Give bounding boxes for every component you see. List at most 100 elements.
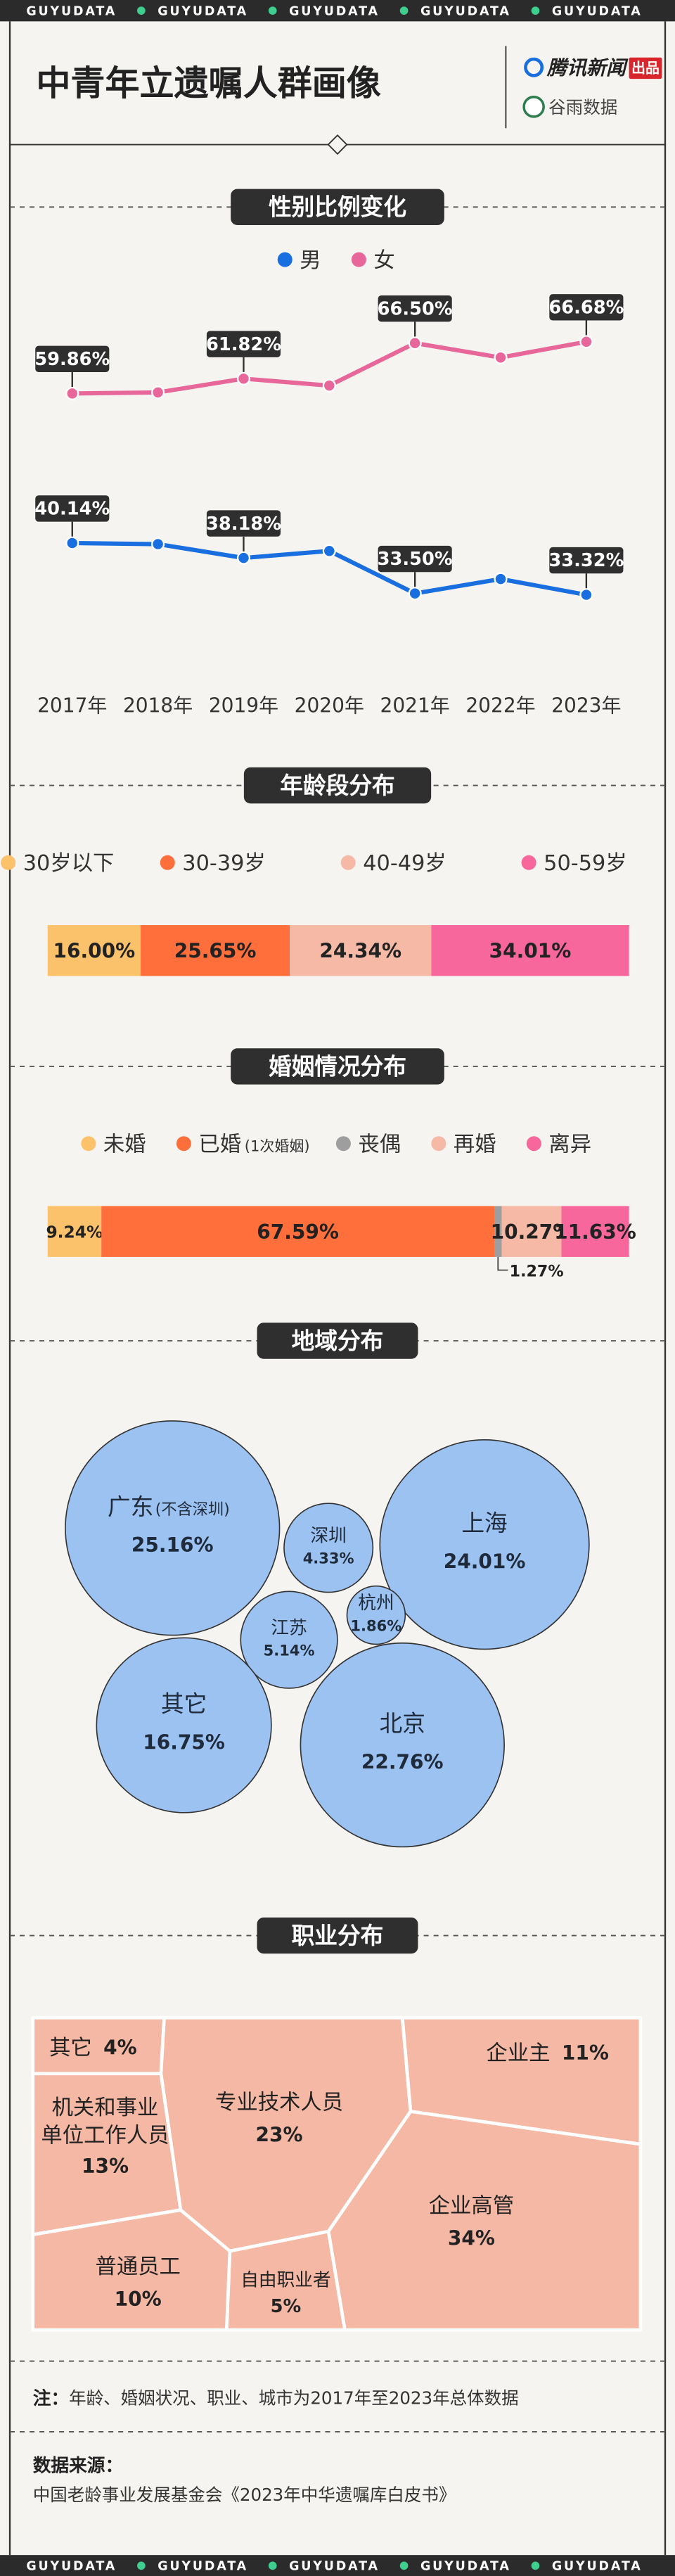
value-label: 10.27% bbox=[491, 1220, 573, 1244]
section-tag bbox=[257, 1917, 418, 1954]
bar-segment bbox=[47, 1206, 102, 1257]
section-tag bbox=[231, 1048, 444, 1085]
legend-swatch bbox=[277, 252, 292, 267]
legend-swatch bbox=[526, 1136, 541, 1152]
value-label: 11.63% bbox=[554, 1220, 636, 1244]
bubble bbox=[283, 1503, 374, 1593]
value-label-box bbox=[549, 547, 624, 574]
bar-segment bbox=[501, 1206, 562, 1257]
value-label-box bbox=[549, 294, 624, 321]
cell-value: 23% bbox=[256, 2124, 303, 2147]
bubble-value: 22.76% bbox=[361, 1750, 444, 1773]
x-tick-label: 2023年 bbox=[551, 694, 621, 717]
x-tick-label: 2017年 bbox=[37, 694, 107, 717]
banner-dot bbox=[268, 2561, 277, 2570]
bar-segment bbox=[561, 1206, 629, 1257]
source-label: 数据来源： bbox=[33, 2456, 123, 2477]
value-label: 61.82% bbox=[206, 334, 281, 355]
banner-dot bbox=[399, 2561, 409, 2570]
banner-text: GUYUDATA bbox=[420, 2560, 511, 2574]
legend-label: 再婚 bbox=[454, 1133, 496, 1157]
value-label: 1.27% bbox=[510, 1262, 564, 1280]
point bbox=[65, 386, 79, 400]
point bbox=[494, 350, 508, 364]
bubble-value: 4.33% bbox=[303, 1550, 354, 1567]
legend-label: 丧偶 bbox=[358, 1133, 401, 1157]
bubble bbox=[240, 1590, 338, 1689]
bar-segment bbox=[494, 1206, 502, 1257]
section-tag bbox=[231, 189, 444, 226]
banner-text: GUYUDATA bbox=[158, 4, 248, 18]
legend-swatch bbox=[340, 855, 356, 870]
cell-label: 企业主 bbox=[486, 2041, 550, 2065]
cell-label: 其它 bbox=[49, 2036, 92, 2060]
bubble-label: 广东 bbox=[108, 1493, 153, 1520]
value-label: 40.14% bbox=[34, 499, 110, 520]
section-title: 性别比例变化 bbox=[269, 194, 406, 221]
cell-label: 专业技术人员 bbox=[215, 2090, 343, 2115]
point bbox=[494, 572, 508, 586]
source-text: 中国老龄事业发展基金会《2023年中华遗嘱库白皮书》 bbox=[33, 2485, 456, 2505]
point bbox=[408, 336, 422, 350]
bar-segment bbox=[290, 925, 432, 976]
legend-note: (1次婚姻) bbox=[245, 1137, 310, 1154]
page-title: 中青年立遗嘱人群画像 bbox=[36, 63, 380, 103]
publisher-tag-box bbox=[629, 57, 662, 79]
banner-text: GUYUDATA bbox=[158, 2560, 248, 2574]
bar-segment bbox=[431, 925, 629, 976]
section-title: 地域分布 bbox=[292, 1327, 384, 1354]
legend-label: 未婚 bbox=[103, 1133, 146, 1157]
value-label: 33.50% bbox=[378, 549, 453, 570]
bubble-value: 24.01% bbox=[444, 1550, 526, 1573]
bubble-label: 北京 bbox=[380, 1711, 425, 1737]
banner-text: GUYUDATA bbox=[552, 2560, 643, 2574]
banner-text: GUYUDATA bbox=[552, 4, 643, 18]
legend-swatch bbox=[335, 1136, 351, 1152]
cell-label: 机关和事业单位工作人员 bbox=[41, 2095, 169, 2148]
cell-value: 11% bbox=[562, 2041, 609, 2065]
banner-text: GUYUDATA bbox=[289, 2560, 380, 2574]
bubble-label: 杭州 bbox=[358, 1593, 394, 1614]
publisher-icon bbox=[524, 57, 544, 77]
bubble bbox=[96, 1637, 272, 1813]
value-label: 59.86% bbox=[34, 349, 110, 370]
legend-swatch bbox=[81, 1136, 96, 1152]
point bbox=[408, 587, 422, 601]
legend-swatch bbox=[521, 855, 536, 870]
bubble-value: 5.14% bbox=[264, 1641, 315, 1659]
legend-label: 男 bbox=[300, 248, 321, 273]
note-label: 注： bbox=[33, 2387, 69, 2409]
bubble bbox=[65, 1420, 281, 1636]
banner-dot bbox=[531, 2561, 540, 2570]
bubble-value: 25.16% bbox=[131, 1534, 214, 1557]
banner-text: GUYUDATA bbox=[26, 4, 117, 18]
bar-segment bbox=[101, 1206, 495, 1257]
legend-swatch bbox=[176, 1136, 191, 1152]
cell-label: 普通员工 bbox=[95, 2255, 180, 2279]
treemap-cell bbox=[326, 2110, 643, 2332]
legend-swatch bbox=[160, 855, 175, 870]
cell-label-line: 单位工作人员 bbox=[41, 2123, 169, 2148]
cell-value: 5% bbox=[271, 2296, 302, 2317]
value-label: 38.18% bbox=[206, 514, 281, 535]
banner bbox=[0, 0, 675, 22]
section-tag bbox=[257, 1322, 418, 1359]
bubble bbox=[300, 1642, 505, 1848]
point bbox=[65, 536, 79, 550]
legend-label: 30岁以下 bbox=[23, 851, 115, 876]
value-label-box bbox=[378, 545, 452, 573]
cell-value: 4% bbox=[103, 2036, 137, 2060]
cell-value: 13% bbox=[82, 2155, 129, 2178]
value-label: 66.50% bbox=[378, 298, 453, 319]
cell-label: 自由职业者 bbox=[240, 2270, 330, 2291]
legend-label: 30-39岁 bbox=[182, 851, 266, 876]
point bbox=[151, 537, 165, 551]
value-label: 67.59% bbox=[257, 1220, 339, 1244]
bubble-value: 1.86% bbox=[350, 1617, 401, 1634]
cell-label-line: 机关和事业 bbox=[52, 2095, 159, 2119]
section-title: 职业分布 bbox=[292, 1923, 384, 1949]
legend-swatch bbox=[1, 855, 16, 870]
banner-dot bbox=[137, 2561, 146, 2570]
